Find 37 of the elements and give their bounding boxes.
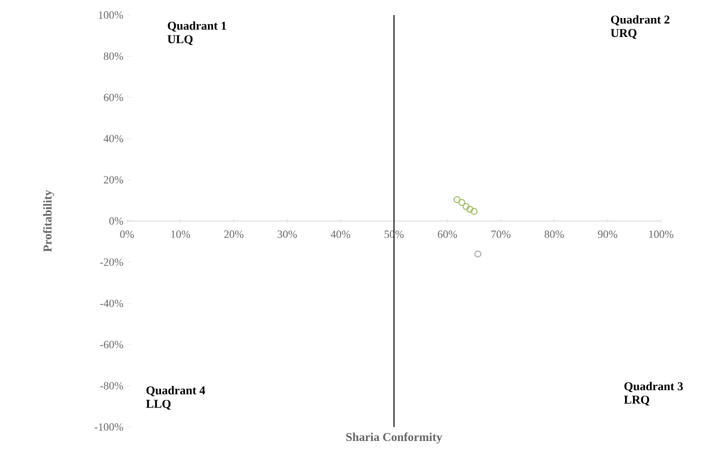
annotation: URQ (610, 29, 637, 39)
x-tick-label: 100% (649, 230, 674, 238)
x-tick-label: 0% (120, 230, 134, 238)
x-tick-label: 40% (330, 230, 350, 238)
annotation: Quadrant 2 (611, 15, 670, 26)
annotation: Quadrant 1 (168, 21, 226, 32)
point (462, 203, 470, 210)
y-tick-label: 80% (104, 52, 124, 60)
y-tick-label: -60% (100, 340, 124, 348)
y-axis-title: Profitability (43, 190, 54, 252)
x-tick-label: 60% (438, 230, 458, 238)
annotation: LRQ (624, 396, 650, 406)
annotation: LLQ (146, 400, 171, 410)
y-tick-label: 0% (109, 217, 124, 225)
y-tick-label: -20% (100, 258, 124, 266)
y-tick-label: 60% (104, 94, 124, 102)
y-tick-label: 40% (104, 134, 124, 142)
y-tick-label: -100% (94, 423, 124, 431)
x-tick-label: 10% (171, 230, 190, 238)
x-axis-title: Sharia Conformity (346, 432, 442, 444)
point (474, 250, 482, 258)
y-tick-label: -40% (100, 300, 124, 308)
annotation: ULQ (168, 35, 193, 46)
x-tick-label: 80% (544, 230, 564, 238)
annotation: Quadrant 4 (146, 386, 206, 396)
annotation: Quadrant 3 (624, 382, 683, 392)
x-tick-label: 20% (224, 230, 244, 238)
y-tick-label: 100% (98, 11, 124, 19)
x-tick-label: 90% (598, 230, 618, 238)
point (470, 208, 478, 215)
x-tick-label: 70% (491, 230, 510, 238)
point (458, 198, 466, 206)
x-tick-label: 30% (278, 230, 297, 238)
y-tick-label: -80% (100, 382, 124, 390)
point (466, 206, 474, 213)
point (454, 196, 461, 204)
y-tick-label: 20% (104, 176, 124, 184)
